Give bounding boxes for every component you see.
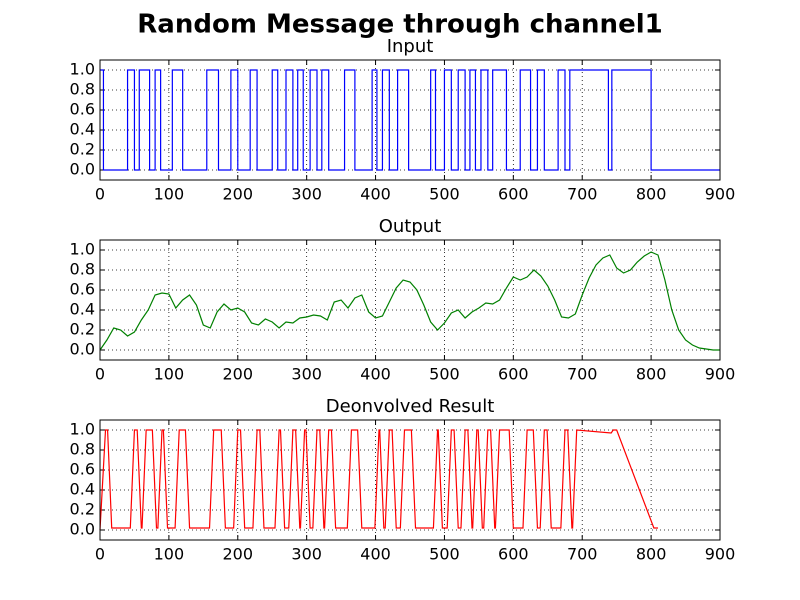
axes-frame: [99, 239, 721, 361]
x-tick-label: 100: [154, 185, 185, 204]
x-tick-label: 300: [291, 185, 322, 204]
axes-title: Deonvolved Result: [326, 396, 495, 417]
y-tick-label: 0.2: [70, 320, 95, 339]
y-tick-label: 0.4: [70, 120, 95, 139]
y-tick-label: 0.8: [70, 260, 95, 279]
y-tick-label: 0.2: [70, 140, 95, 159]
y-tick-label: 1.0: [70, 420, 95, 439]
y-tick-label: 1.0: [70, 60, 95, 79]
x-tick-label: 500: [429, 545, 460, 564]
y-tick-label: 0.6: [70, 100, 95, 119]
x-tick-label: 0: [95, 545, 105, 564]
x-tick-label: 800: [636, 365, 667, 384]
y-tick-label: 0.0: [70, 160, 95, 179]
axes-title: Output: [379, 216, 442, 237]
x-tick-label: 400: [360, 185, 391, 204]
x-tick-label: 200: [223, 545, 254, 564]
x-tick-label: 700: [567, 185, 598, 204]
axes-frame: [99, 59, 721, 181]
x-tick-label: 0: [95, 365, 105, 384]
y-tick-label: 0.8: [70, 440, 95, 459]
x-tick-label: 300: [291, 365, 322, 384]
data-line: [99, 429, 658, 531]
figure-title: Random Message through channel1: [137, 10, 662, 40]
axes-title: Input: [387, 36, 434, 57]
x-tick-label: 100: [154, 365, 185, 384]
x-tick-label: 600: [498, 365, 529, 384]
x-tick-label: 200: [223, 365, 254, 384]
y-tick-label: 0.6: [70, 280, 95, 299]
data-line: [100, 69, 720, 171]
x-tick-label: 0: [95, 185, 105, 204]
x-tick-label: 700: [567, 545, 598, 564]
data-line: [99, 251, 720, 351]
x-tick-label: 600: [498, 185, 529, 204]
x-tick-label: 800: [636, 545, 667, 564]
x-tick-label: 500: [429, 185, 460, 204]
x-tick-label: 500: [429, 365, 460, 384]
x-tick-label: 300: [291, 545, 322, 564]
x-tick-label: 400: [360, 365, 391, 384]
y-tick-label: 0.4: [70, 300, 95, 319]
x-tick-label: 900: [705, 185, 736, 204]
y-tick-label: 0.4: [70, 480, 95, 499]
y-tick-label: 0.8: [70, 80, 95, 99]
x-tick-label: 800: [636, 185, 667, 204]
y-tick-label: 0.6: [70, 460, 95, 479]
y-tick-label: 0.0: [70, 520, 95, 539]
x-tick-label: 700: [567, 365, 598, 384]
y-tick-label: 1.0: [70, 240, 95, 259]
x-tick-label: 400: [360, 545, 391, 564]
axes-frame: [99, 419, 721, 541]
x-tick-label: 900: [705, 365, 736, 384]
x-tick-label: 200: [223, 185, 254, 204]
x-tick-label: 100: [154, 545, 185, 564]
x-tick-label: 900: [705, 545, 736, 564]
x-tick-label: 600: [498, 545, 529, 564]
y-tick-label: 0.0: [70, 340, 95, 359]
y-tick-label: 0.2: [70, 500, 95, 519]
